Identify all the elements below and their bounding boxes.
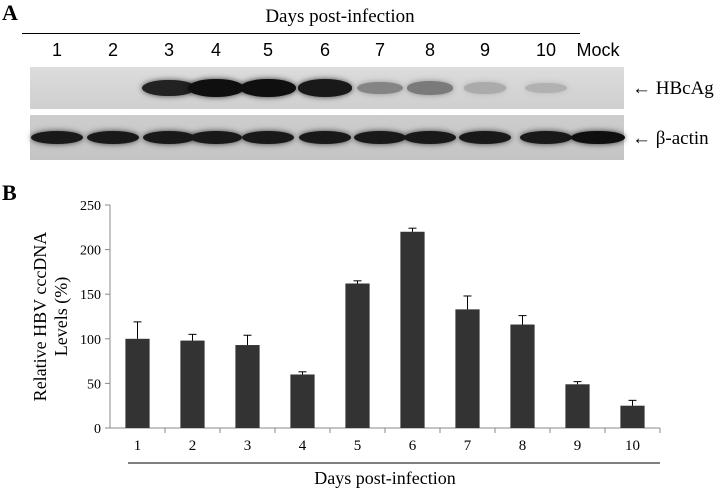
x-tick-label: 6 <box>409 438 417 454</box>
lane-label: 2 <box>107 40 119 60</box>
blot-band <box>298 130 352 145</box>
bar <box>290 374 315 428</box>
blot-band <box>142 130 196 145</box>
x-tick-label: 8 <box>519 438 527 454</box>
y-axis-label-line: Levels (%) <box>51 277 72 356</box>
lane-label: 8 <box>424 40 436 60</box>
bar <box>125 338 150 428</box>
blot-band <box>188 79 244 97</box>
hbcag-blot-strip <box>30 67 624 109</box>
blot-band <box>571 130 625 145</box>
x-tick-label: 2 <box>189 438 197 454</box>
x-tick-label: 4 <box>299 438 307 454</box>
bar <box>345 283 370 428</box>
blot-band <box>464 82 506 94</box>
y-tick-label: 50 <box>87 377 101 392</box>
y-tick-label: 100 <box>80 333 101 348</box>
actin-label: ← β-actin <box>632 128 709 149</box>
actin-label-text: β-actin <box>655 128 709 149</box>
y-tick-label: 150 <box>80 288 101 303</box>
blot-band <box>519 130 573 145</box>
bar <box>455 309 480 428</box>
blot-band <box>86 130 140 145</box>
blot-band <box>297 79 353 97</box>
x-tick-label: 7 <box>464 438 472 454</box>
x-axis-label: Days post-infection <box>314 468 455 488</box>
blot-title-line <box>22 33 580 34</box>
lane-label: 3 <box>163 40 175 60</box>
bar <box>180 340 205 428</box>
lane-label: 9 <box>479 40 491 60</box>
bar <box>235 345 260 428</box>
blot-band <box>142 79 196 97</box>
x-tick-label: 10 <box>625 438 640 454</box>
blot-band <box>403 130 457 145</box>
lane-label: 4 <box>210 40 222 60</box>
lane-label: Mock <box>576 40 620 60</box>
lane-label: 5 <box>262 40 274 60</box>
blot-band <box>240 79 296 97</box>
lane-label: 7 <box>374 40 386 60</box>
blot-band <box>189 130 243 145</box>
x-tick-label: 5 <box>354 438 362 454</box>
blot-band <box>353 130 407 145</box>
bar-chart: 0 50 100 150 200 250 1 2 3 4 5 6 7 8 9 10 Days post-infe… <box>30 199 661 488</box>
blot-title: Days post-infection <box>265 6 415 27</box>
blot-band <box>30 130 84 145</box>
x-tick-label: 9 <box>574 438 582 454</box>
hbcag-label: ← HBcAg <box>632 78 714 99</box>
y-axis-label: Relative HBV cccDNALevels (%) <box>30 232 72 402</box>
blot-band <box>241 130 295 145</box>
lane-label: 10 <box>535 40 557 60</box>
blot-band <box>357 81 403 95</box>
lane-label: 6 <box>319 40 331 60</box>
blot-band <box>407 81 453 95</box>
y-axis-label-line: Relative HBV cccDNA <box>30 232 50 402</box>
y-tick-label: 0 <box>94 422 101 437</box>
bar <box>510 324 535 428</box>
blot-band <box>525 82 567 94</box>
hbcag-label-text: HBcAg <box>655 78 714 99</box>
blot-band <box>458 130 512 145</box>
bar <box>565 384 590 428</box>
bar <box>400 231 425 428</box>
bar <box>620 405 645 428</box>
y-tick-label: 250 <box>80 199 101 214</box>
panel-b-letter: B <box>2 180 17 205</box>
x-tick-label: 3 <box>244 438 252 454</box>
lane-label: 1 <box>51 40 63 60</box>
y-tick-label: 200 <box>80 244 101 259</box>
actin-blot-strip <box>30 115 625 160</box>
x-tick-label: 1 <box>134 438 142 454</box>
panel-a-letter: A <box>2 0 18 25</box>
